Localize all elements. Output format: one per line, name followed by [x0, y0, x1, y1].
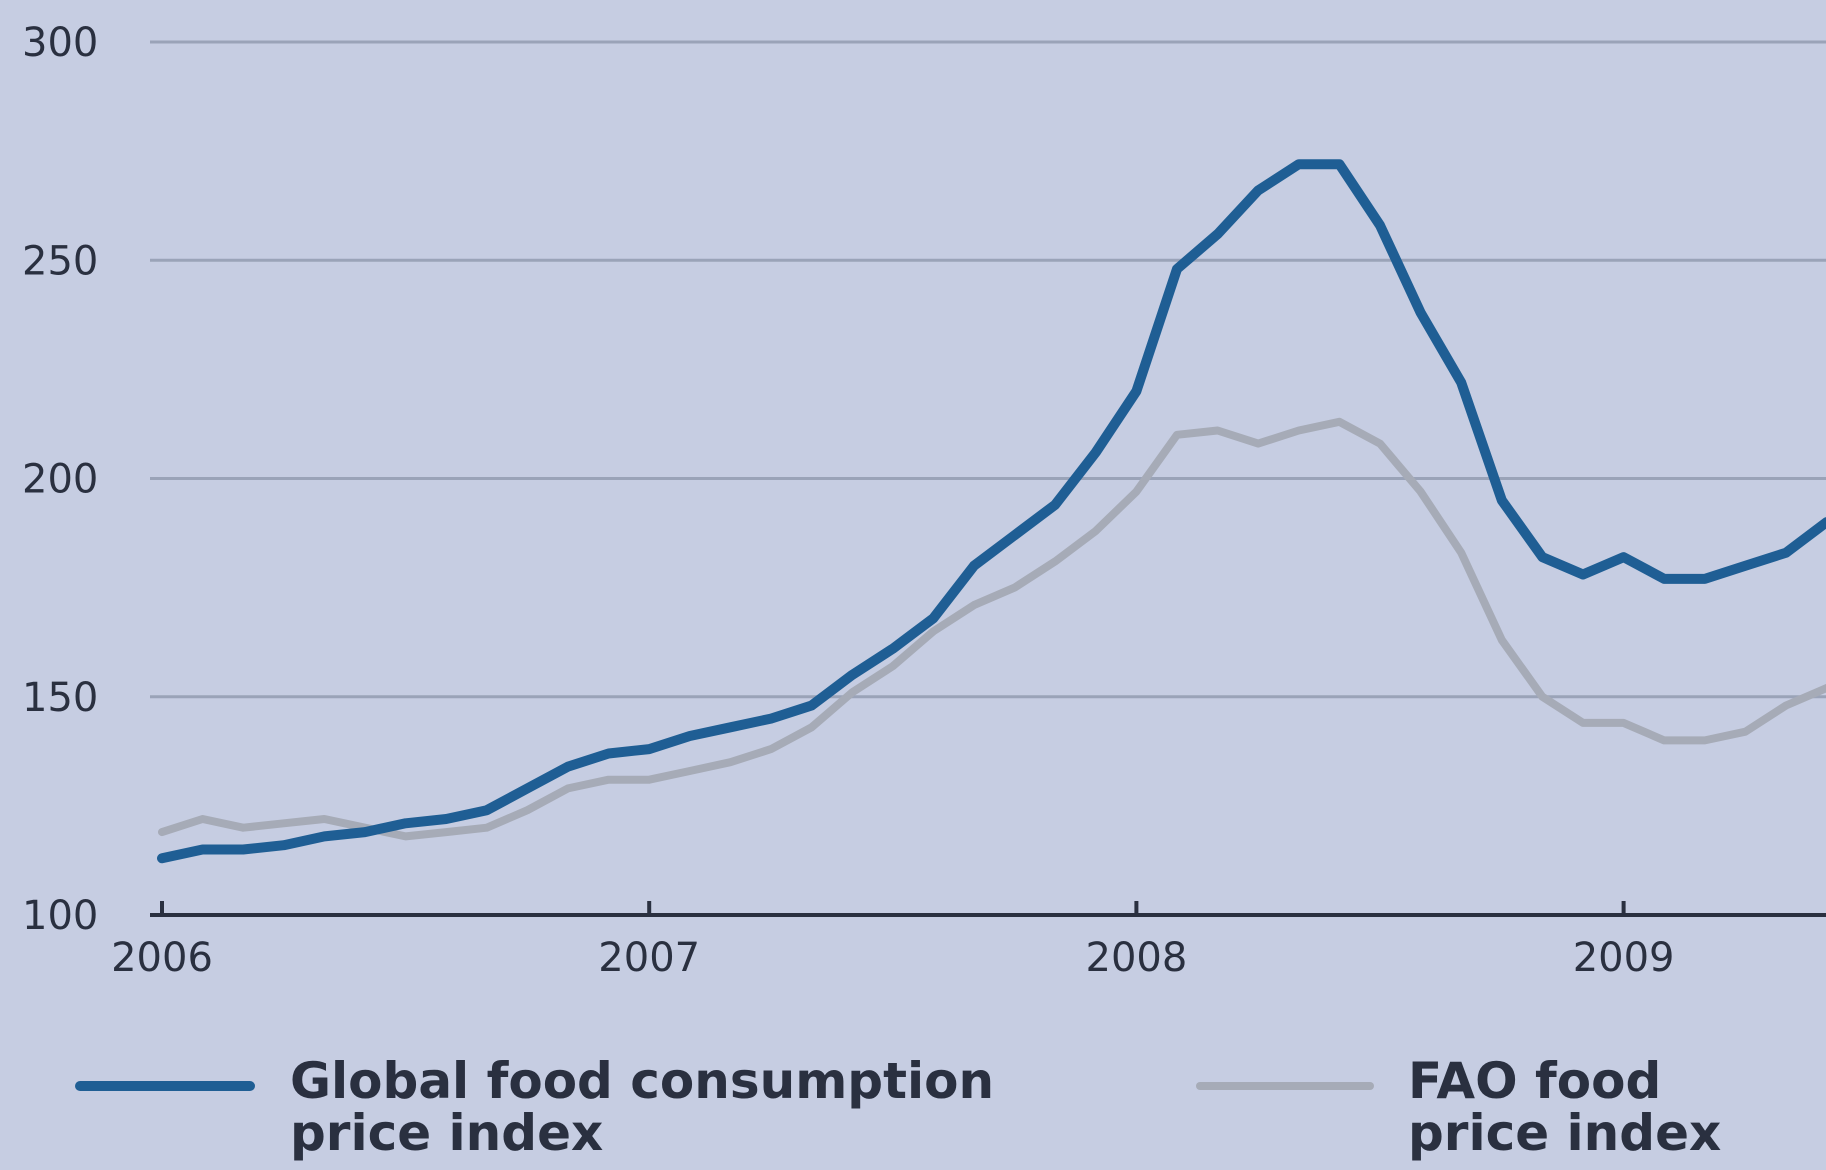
- legend-label-global-food-consumption-price-index-line-2: price index: [290, 1104, 603, 1162]
- x-tick-label-2009: 2009: [1573, 935, 1675, 981]
- series-lines: [157, 159, 1826, 864]
- y-tick-label-250: 250: [22, 238, 98, 284]
- y-tick-label-100: 100: [22, 893, 98, 939]
- x-axis: [150, 901, 1826, 917]
- legend-label-global-food-consumption-price-index-line-1: Global food consumption: [290, 1052, 994, 1110]
- x-axis-tick-labels: 2006 2007 2008 2009: [111, 935, 1674, 981]
- x-tick-label-2007: 2007: [598, 935, 700, 981]
- legend-label-fao-food-price-index-line-1: FAO food: [1408, 1052, 1661, 1110]
- y-tick-label-300: 300: [22, 20, 98, 66]
- y-tick-label-150: 150: [22, 675, 98, 721]
- x-tick-label-2008: 2008: [1086, 935, 1188, 981]
- x-tick-label-2006: 2006: [111, 935, 213, 981]
- y-tick-label-200: 200: [22, 457, 98, 503]
- series-line-global-food-consumption-price-index: [157, 159, 1826, 864]
- legend-label-fao-food-price-index-line-2: price index: [1408, 1104, 1721, 1162]
- series-line-fao-food-price-index: [158, 417, 1826, 841]
- y-axis-tick-labels: 100 150 200 250 300: [22, 20, 98, 939]
